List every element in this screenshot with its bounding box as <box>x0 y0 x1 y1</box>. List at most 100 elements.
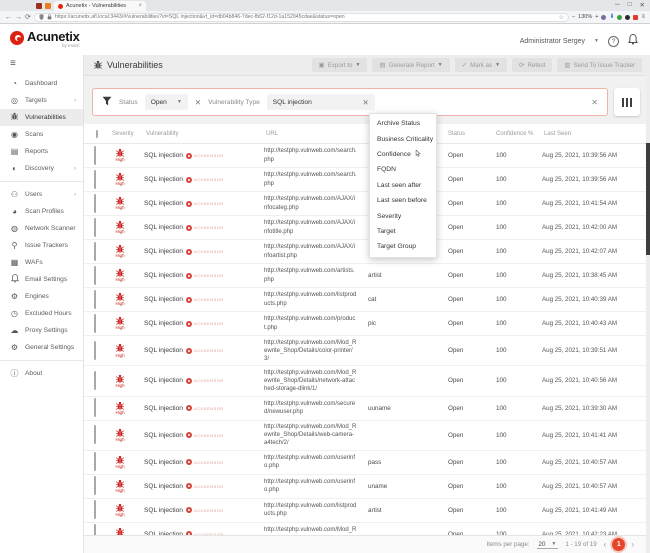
previous-page-icon[interactable]: ‹ <box>603 540 607 549</box>
extension-icon[interactable] <box>633 14 639 20</box>
download-icon[interactable]: ⬇ <box>609 14 615 20</box>
scrollbar-thumb[interactable] <box>646 143 650 255</box>
column-last-seen[interactable]: Last Seen <box>544 130 572 137</box>
url-field[interactable]: https://acunetix.afl.local:3443/#/vulner… <box>33 12 569 22</box>
select-all-checkbox[interactable] <box>96 129 98 138</box>
dropdown-item-archive-status[interactable]: Archive Status <box>377 120 421 128</box>
forward-icon[interactable]: → <box>15 13 22 21</box>
zoom-in-icon[interactable]: + <box>595 14 599 20</box>
shield-icon[interactable] <box>39 14 44 20</box>
extension-icon[interactable] <box>625 14 631 20</box>
filter-type-value[interactable]: SQL injection ✕ <box>266 94 375 110</box>
row-checkbox[interactable] <box>94 476 96 496</box>
window-minimize-icon[interactable]: ─ <box>615 1 620 8</box>
window-maximize-icon[interactable]: □ <box>627 1 632 8</box>
row-checkbox[interactable] <box>94 452 96 472</box>
row-checkbox[interactable] <box>94 289 96 309</box>
remove-status-filter-icon[interactable]: ✕ <box>194 97 202 107</box>
filter-status-select[interactable]: Open ▼ <box>144 94 188 110</box>
dropdown-item-fqdn[interactable]: FQDN <box>377 166 396 174</box>
help-button[interactable]: ? <box>608 35 619 47</box>
tab-close-icon[interactable]: × <box>138 3 142 9</box>
row-checkbox[interactable] <box>94 370 96 390</box>
lock-icon[interactable] <box>47 14 52 20</box>
row-checkbox[interactable] <box>94 145 96 165</box>
zoom-out-icon[interactable]: − <box>571 14 576 20</box>
row-checkbox[interactable] <box>94 340 96 360</box>
extension-icon[interactable] <box>617 14 623 20</box>
sidebar-item-scans[interactable]: ◉ Scans <box>0 126 83 143</box>
dropdown-item-confidence[interactable]: Confidence <box>370 147 436 162</box>
bookmark-star-icon[interactable]: ☆ <box>558 14 564 21</box>
sidebar-item-general-settings[interactable]: ⚙ General Settings <box>0 339 83 356</box>
sidebar-item-proxy-settings[interactable]: ☁ Proxy Settings <box>0 322 83 339</box>
clear-filters-icon[interactable]: ✕ <box>591 97 598 107</box>
row-checkbox[interactable] <box>94 313 96 333</box>
sidebar-item-discovery[interactable]: ◐ Discovery › <box>0 160 83 177</box>
scrollbar-track[interactable] <box>646 55 650 553</box>
dropdown-item-last-seen-after[interactable]: Last seen after <box>377 181 422 189</box>
sidebar-item-email-settings[interactable]: Email Settings <box>0 271 83 288</box>
mark-as-button[interactable]: ✓ Mark as ▼ <box>454 58 508 72</box>
retest-button[interactable]: ⟳ Retest <box>512 58 553 72</box>
column-severity[interactable]: Severity <box>112 130 134 137</box>
sidebar-item-reports[interactable]: ▤ Reports <box>0 143 83 160</box>
sidebar-item-about[interactable]: ⓘ About <box>0 365 83 382</box>
sidebar-item-engines[interactable]: ⚙ Engines <box>0 288 83 305</box>
chevron-down-icon[interactable]: ▼ <box>594 38 599 44</box>
dropdown-item-business-criticality[interactable]: Business Criticality <box>377 135 434 143</box>
sidebar-item-users[interactable]: ⚇ Users › <box>0 186 83 203</box>
user-menu[interactable]: Administrator Sergey <box>519 37 586 45</box>
items-per-page-select[interactable]: 20 ▼ <box>536 540 559 549</box>
sidebar-item-wafs[interactable]: ▦ WAFs <box>0 254 83 271</box>
column-confidence[interactable]: Confidence % <box>496 130 534 137</box>
row-checkbox[interactable] <box>94 425 96 445</box>
reload-icon[interactable]: ⟳ <box>25 13 31 21</box>
dropdown-item-target-group[interactable]: Target Group <box>377 243 417 251</box>
remove-type-filter-icon[interactable]: ✕ <box>362 97 369 107</box>
next-page-icon[interactable]: › <box>631 540 634 549</box>
row-checkbox[interactable] <box>94 398 96 418</box>
window-close-icon[interactable]: ✕ <box>639 2 645 9</box>
sidebar-item-issue-trackers[interactable]: ⚲ Issue Trackers <box>0 237 83 254</box>
sidebar-item-excluded-hours[interactable]: ◷ Excluded Hours <box>0 305 83 322</box>
sidebar-item-dashboard[interactable]: ◔ Dashboard <box>0 75 83 92</box>
back-icon[interactable]: ← <box>5 13 12 21</box>
column-url[interactable]: URL <box>266 130 279 137</box>
row-checkbox[interactable] <box>94 265 96 285</box>
row-checkbox[interactable] <box>94 193 96 213</box>
dropdown-item-target[interactable]: Target <box>377 227 396 235</box>
sidebar-item-targets[interactable]: ◎ Targets › <box>0 92 83 109</box>
generate-report-button[interactable]: ▤ Generate Report ▼ <box>372 58 450 72</box>
extension-icon[interactable] <box>601 14 607 20</box>
pinned-tab-icon[interactable] <box>45 3 51 9</box>
browser-menu-icon[interactable]: ≡ <box>641 14 645 20</box>
export-to-button[interactable]: ▣ Export to ▼ <box>311 58 368 72</box>
sidebar-item-scan-profiles[interactable]: ◕ Scan Profiles <box>0 203 83 220</box>
send-to-issue-tracker-button[interactable]: ▥ Send To Issue Tracker <box>557 58 642 72</box>
sidebar-item-network-scanner[interactable]: ◍ Network Scanner <box>0 220 83 237</box>
sidebar-item-vulnerabilities[interactable]: Vulnerabilities <box>0 109 83 126</box>
row-checkbox[interactable] <box>94 500 96 520</box>
hamburger-menu-icon[interactable]: ≡ <box>10 58 16 69</box>
row-checkbox[interactable] <box>94 241 96 261</box>
browser-tab[interactable]: Acunetix - Vulnerabilities × <box>54 1 146 11</box>
notifications-bell-icon[interactable] <box>628 32 638 50</box>
column-status[interactable]: Status <box>448 130 466 137</box>
row-checkbox[interactable] <box>94 524 96 535</box>
column-vulnerability[interactable]: Vulnerability <box>146 130 179 137</box>
dropdown-item-last-seen-before[interactable]: Last seen before <box>377 197 427 205</box>
